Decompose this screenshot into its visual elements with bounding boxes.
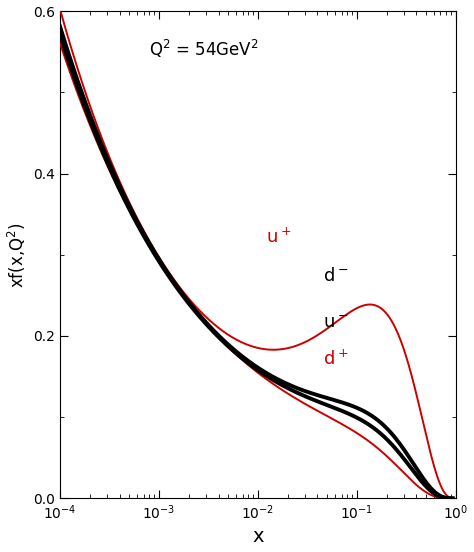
Text: u$^+$: u$^+$ <box>266 227 291 247</box>
X-axis label: x: x <box>252 528 264 546</box>
Text: d$^+$: d$^+$ <box>323 349 348 368</box>
Text: u$^-$: u$^-$ <box>323 314 348 332</box>
Y-axis label: xf(x,Q$^2$): xf(x,Q$^2$) <box>6 222 27 288</box>
Text: Q$^2$ = 54GeV$^2$: Q$^2$ = 54GeV$^2$ <box>149 38 259 60</box>
Text: d$^-$: d$^-$ <box>323 267 348 285</box>
